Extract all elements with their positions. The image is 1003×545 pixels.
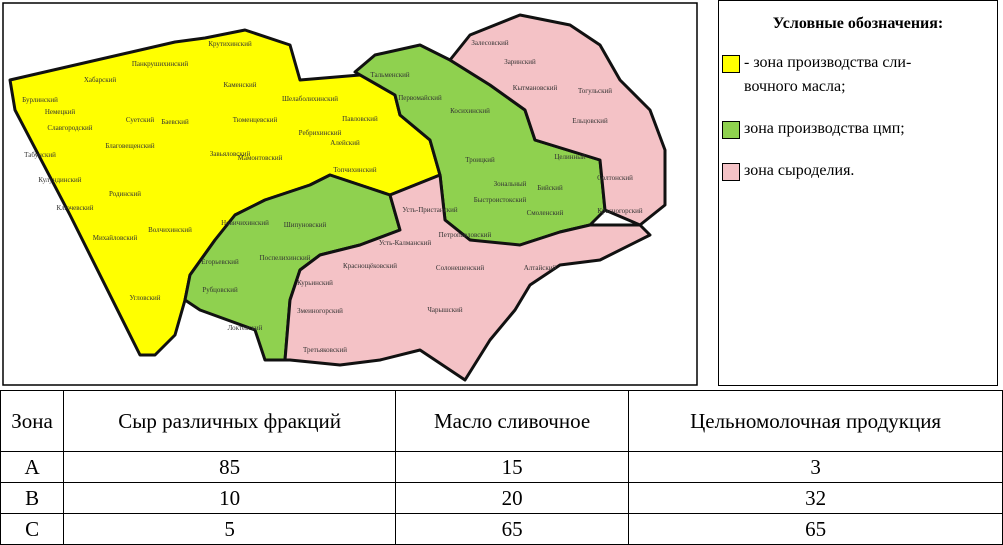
district-label: Зональный bbox=[494, 180, 527, 188]
table-cell: 20 bbox=[395, 482, 630, 514]
district-label: Баевский bbox=[161, 118, 189, 126]
district-label: Краснощёковский bbox=[343, 262, 397, 270]
district-label: Родинский bbox=[109, 190, 141, 198]
district-label: Бурлинский bbox=[22, 96, 58, 104]
zone-cheese-ne bbox=[448, 13, 667, 227]
district-label: Заринский bbox=[504, 58, 536, 66]
table-cell: 15 bbox=[395, 451, 630, 483]
district-label: Шипуновский bbox=[284, 221, 327, 229]
header-cell: Масло сливочное bbox=[395, 390, 630, 452]
district-label: Поспелихинский bbox=[260, 254, 311, 262]
district-label: Чарышский bbox=[427, 306, 463, 314]
legend-text: зона сыроделия. bbox=[744, 159, 854, 183]
zones bbox=[8, 13, 667, 382]
legend-line: зона сыроделия. bbox=[744, 162, 855, 179]
district-label: Табунский bbox=[24, 151, 56, 159]
district-label: Быстроистокский bbox=[474, 196, 527, 204]
legend: Условные обозначения: - зона производства… bbox=[718, 0, 998, 386]
table-cell: 5 bbox=[63, 513, 397, 545]
table-cell: 32 bbox=[628, 482, 1003, 514]
legend-item: зона производства цмп; bbox=[722, 117, 997, 141]
header-cell: Цельномолочная продукция bbox=[628, 390, 1003, 452]
district-label: Кытмановский bbox=[513, 84, 558, 92]
legend-title: Условные обозначения: bbox=[772, 15, 944, 32]
district-label: Петропавловский bbox=[439, 231, 492, 239]
table-header: Зона Сыр различных фракций Масло сливочное… bbox=[0, 390, 1003, 452]
legend-swatch bbox=[722, 121, 740, 139]
legend-item: - зона производства сли-вочного масла; bbox=[722, 51, 997, 99]
header-cell: Зона bbox=[0, 390, 65, 452]
district-label: Смоленский bbox=[527, 209, 564, 217]
district-label: Михайловский bbox=[93, 234, 138, 242]
district-label: Солонешенский bbox=[436, 264, 484, 272]
district-label: Рубцовский bbox=[202, 286, 238, 294]
legend-swatch bbox=[722, 163, 740, 181]
district-label: Усть-Пристанский bbox=[402, 206, 457, 214]
district-label: Хабарский bbox=[84, 76, 117, 84]
district-label: Косихинский bbox=[450, 107, 490, 115]
table-cell: 85 bbox=[63, 451, 397, 483]
table-row: B 10 20 32 bbox=[0, 482, 1003, 514]
district-label: Ельцовский bbox=[572, 117, 608, 125]
district-label: Топчихинский bbox=[333, 166, 377, 174]
table-cell: C bbox=[0, 513, 65, 545]
district-label: Курьинский bbox=[297, 279, 333, 287]
district-label: Крутихинский bbox=[208, 40, 252, 48]
district-label: Кулундинский bbox=[38, 176, 81, 184]
district-label: Славгородский bbox=[47, 124, 92, 132]
district-label: Благовещенский bbox=[105, 142, 155, 150]
district-label: Красногорский bbox=[597, 207, 643, 215]
district-label: Целинный bbox=[554, 153, 586, 161]
district-label: Тальменский bbox=[370, 71, 409, 79]
district-label: Третьяковский bbox=[303, 346, 347, 354]
district-label: Ключевский bbox=[56, 204, 93, 212]
district-label: Волчихинский bbox=[148, 226, 192, 234]
district-label: Троицкий bbox=[465, 156, 495, 164]
legend-text: зона производства цмп; bbox=[744, 117, 905, 141]
district-label: Локтевский bbox=[228, 324, 263, 332]
legend-line: вочного масла; bbox=[744, 78, 846, 95]
legend-line: - зона производства сли- bbox=[744, 54, 912, 71]
district-label: Тогульский bbox=[578, 87, 612, 95]
legend-text: - зона производства сли-вочного масла; bbox=[744, 51, 911, 99]
district-label: Усть-Калманский bbox=[379, 239, 432, 247]
table-cell: A bbox=[0, 451, 65, 483]
district-label: Новичихинский bbox=[221, 219, 269, 227]
table-cell: 3 bbox=[628, 451, 1003, 483]
table-row: C 5 65 65 bbox=[0, 513, 1003, 545]
district-label: Мамонтовский bbox=[238, 154, 283, 162]
district-label: Егорьевский bbox=[201, 258, 239, 266]
district-label: Панкрушихинский bbox=[132, 60, 189, 68]
district-label: Алтайский bbox=[524, 264, 557, 272]
district-label: Угловский bbox=[129, 294, 160, 302]
district-label: Солтонский bbox=[597, 174, 633, 182]
district-label: Первомайский bbox=[398, 94, 442, 102]
district-label: Бийский bbox=[537, 184, 563, 192]
table-cell: 65 bbox=[628, 513, 1003, 545]
district-label: Шелаболихинский bbox=[282, 95, 338, 103]
table-cell: 10 bbox=[63, 482, 397, 514]
table-cell: B bbox=[0, 482, 65, 514]
district-label: Суетский bbox=[126, 116, 154, 124]
legend-swatch bbox=[722, 55, 740, 73]
district-label: Немецкий bbox=[45, 108, 76, 116]
district-label: Каменский bbox=[224, 81, 257, 89]
district-label: Ребрихинский bbox=[299, 129, 342, 137]
legend-item: зона сыроделия. bbox=[722, 159, 997, 183]
map: Крутихинский Панкрушихинский Хабарский Бурл… bbox=[2, 2, 698, 386]
district-label: Тюменцевский bbox=[233, 116, 278, 124]
district-label: Павловский bbox=[342, 115, 378, 123]
district-label: Змеиногорский bbox=[297, 307, 343, 315]
table-row: A 85 15 3 bbox=[0, 451, 1003, 483]
legend-line: зона производства цмп; bbox=[744, 120, 905, 137]
district-label: Залесовский bbox=[471, 39, 509, 47]
table: Зона Сыр различных фракций Масло сливочное… bbox=[0, 390, 1003, 545]
table-cell: 65 bbox=[395, 513, 630, 545]
district-label: Алейский bbox=[330, 139, 360, 147]
district-label: Завьяловский bbox=[210, 150, 251, 158]
zone-cheese-s bbox=[283, 173, 652, 382]
header-cell: Сыр различных фракций bbox=[63, 390, 397, 452]
